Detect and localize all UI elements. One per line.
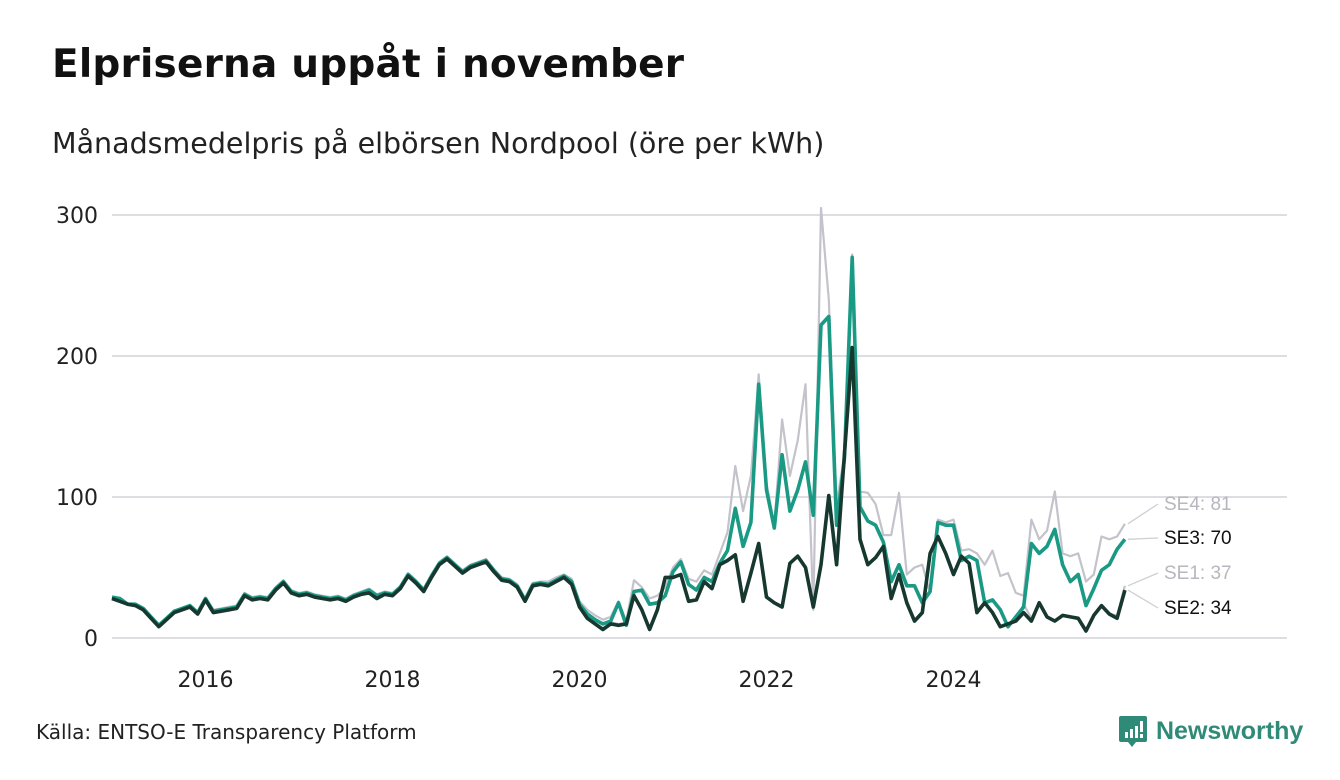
source-note: Källa: ENTSO-E Transparency Platform bbox=[36, 720, 417, 744]
x-tick-label: 2018 bbox=[365, 668, 421, 693]
newsworthy-logo[interactable]: Newsworthy bbox=[1118, 714, 1303, 748]
end-label-se2: SE2: 34 bbox=[1164, 598, 1232, 619]
leader-line-se3 bbox=[1127, 537, 1159, 540]
chart-title: Elpriserna uppåt i november bbox=[52, 42, 685, 87]
y-tick-label: 200 bbox=[56, 345, 98, 370]
y-tick-label: 100 bbox=[56, 486, 98, 511]
series-line-se2 bbox=[111, 345, 1127, 633]
y-tick-label: 0 bbox=[84, 627, 98, 652]
leader-line-se2 bbox=[1127, 589, 1159, 609]
x-tick-label: 2020 bbox=[552, 668, 608, 693]
newsworthy-logo-text: Newsworthy bbox=[1156, 716, 1304, 745]
y-tick-label: 300 bbox=[56, 204, 98, 229]
x-tick-label: 2022 bbox=[739, 668, 795, 693]
x-tick-label: 2016 bbox=[178, 668, 234, 693]
chart-subtitle: Månadsmedelpris på elbörsen Nordpool (ör… bbox=[52, 127, 825, 160]
leader-line-se4 bbox=[1127, 503, 1159, 525]
series-line-se3 bbox=[111, 255, 1127, 629]
end-label-se3: SE3: 70 bbox=[1164, 528, 1232, 549]
x-tick-label: 2024 bbox=[926, 668, 982, 693]
newsworthy-logo-icon bbox=[1119, 716, 1147, 747]
leader-line-se1 bbox=[1127, 572, 1159, 587]
end-label-se1: SE1: 37 bbox=[1164, 563, 1232, 584]
series-line-se4 bbox=[111, 206, 1126, 627]
end-label-se4: SE4: 81 bbox=[1164, 494, 1232, 515]
